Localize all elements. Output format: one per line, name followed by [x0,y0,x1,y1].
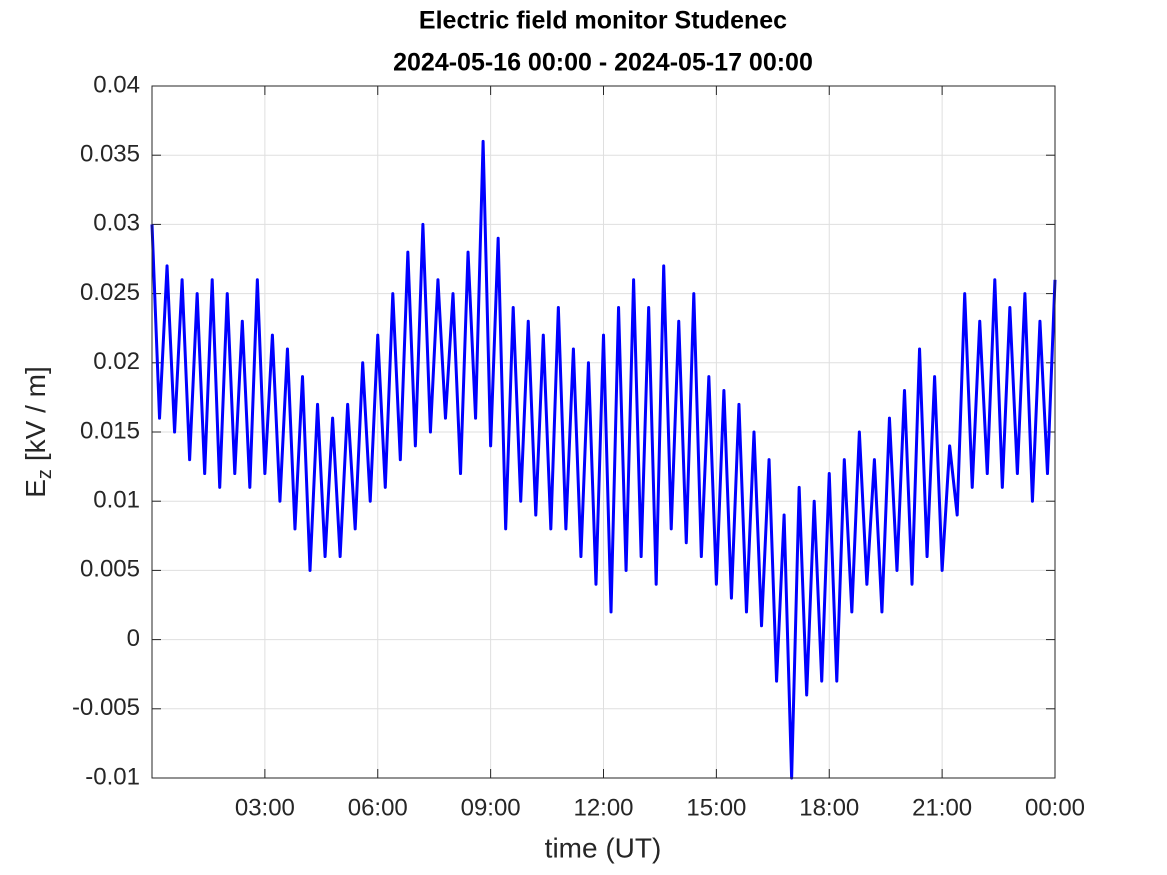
y-tick-label: 0 [127,625,140,652]
x-tick-label: 06:00 [348,794,408,821]
chart-subtitle: 2024-05-16 00:00 - 2024-05-17 00:00 [393,49,813,77]
y-tick-label: -0.005 [72,694,140,721]
y-tick-label: 0.01 [93,487,140,514]
y-tick-label: 0.035 [80,141,140,168]
y-tick-label: 0.04 [93,71,140,98]
y-tick-label: 0.005 [80,556,140,583]
y-axis-label: Ez [kV / m] [20,366,56,498]
x-axis-label: time (UT) [545,832,662,863]
x-tick-label: 00:00 [1025,794,1085,821]
y-tick-label: 0.015 [80,417,140,444]
y-tick-label: -0.01 [85,763,140,790]
y-tick-label: 0.025 [80,279,140,306]
x-tick-label: 09:00 [461,794,521,821]
plot-border [151,85,1056,779]
x-tick-label: 12:00 [573,794,633,821]
y-label-main: E [20,479,51,498]
x-tick-label: 15:00 [686,794,746,821]
chart-title: Electric field monitor Studenec [419,7,787,35]
y-label-sub: z [34,469,56,479]
y-tick-label: 0.03 [93,210,140,237]
y-tick-label: 0.02 [93,348,140,375]
data-line [150,139,1057,780]
x-tick-label: 18:00 [799,794,859,821]
x-tick-label: 21:00 [912,794,972,821]
y-label-unit: [kV / m] [20,366,51,461]
x-tick-label: 03:00 [235,794,295,821]
